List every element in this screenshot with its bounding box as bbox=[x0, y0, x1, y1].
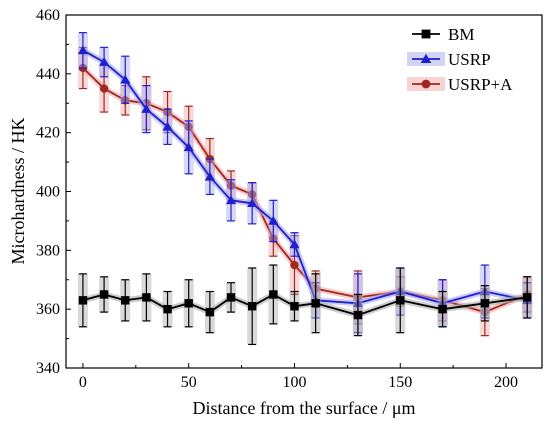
data-point bbox=[120, 74, 131, 84]
data-point bbox=[205, 307, 215, 317]
data-point bbox=[247, 302, 257, 311]
x-tick-label: 200 bbox=[494, 374, 518, 391]
data-point bbox=[183, 142, 194, 152]
legend-marker bbox=[421, 29, 431, 39]
legend-item-usrp-a: USRP+A bbox=[407, 75, 513, 94]
x-axis-label: Distance from the surface / μm bbox=[192, 398, 415, 418]
data-point bbox=[77, 45, 88, 55]
legend: BM USRP USRP+A bbox=[407, 25, 513, 94]
data-point bbox=[311, 299, 320, 308]
data-point bbox=[396, 296, 405, 305]
data-point bbox=[438, 304, 447, 314]
data-point bbox=[290, 260, 299, 270]
data-point bbox=[225, 195, 237, 205]
data-point bbox=[121, 296, 130, 305]
data-point bbox=[290, 302, 299, 311]
y-tick-label: 440 bbox=[36, 66, 60, 83]
data-point bbox=[141, 104, 152, 113]
y-tick-label: 360 bbox=[36, 301, 60, 318]
data-point bbox=[269, 290, 278, 299]
y-tick-label: 380 bbox=[36, 242, 60, 259]
data-point bbox=[289, 239, 300, 249]
axes-layer: 340 360 380 400 420 440 460 0 50 100 150 200 bbox=[36, 7, 518, 391]
data-point bbox=[99, 57, 110, 66]
x-tick-label: 100 bbox=[282, 374, 306, 391]
data-point bbox=[247, 198, 258, 208]
y-tick-label: 420 bbox=[36, 125, 60, 142]
legend-label: USRP+A bbox=[448, 75, 513, 94]
y-tick-label: 340 bbox=[36, 360, 60, 377]
data-point bbox=[78, 296, 88, 305]
series-bm bbox=[77, 264, 533, 346]
legend-label: BM bbox=[448, 25, 474, 44]
data-point bbox=[226, 293, 236, 302]
data-point bbox=[353, 310, 363, 320]
data-point bbox=[204, 171, 215, 181]
data-point bbox=[480, 299, 490, 308]
data-point bbox=[268, 215, 279, 225]
y-tick-label: 400 bbox=[36, 184, 60, 201]
data-point bbox=[142, 293, 151, 302]
data-point bbox=[522, 293, 532, 302]
y-axis-label: Microhardness / HK bbox=[8, 118, 28, 265]
legend-label: USRP bbox=[448, 50, 491, 69]
data-point bbox=[162, 121, 173, 131]
data-point bbox=[184, 299, 193, 308]
y-tick-label: 460 bbox=[36, 7, 60, 24]
legend-item-usrp: USRP bbox=[407, 50, 491, 69]
legend-marker bbox=[420, 53, 432, 63]
data-point bbox=[163, 304, 172, 314]
data-point bbox=[99, 290, 109, 299]
legend-marker bbox=[421, 79, 431, 89]
x-tick-label: 50 bbox=[181, 374, 197, 391]
data-point bbox=[99, 84, 109, 93]
x-tick-label: 0 bbox=[79, 374, 87, 391]
legend-item-bm: BM bbox=[412, 25, 474, 44]
series-layer bbox=[77, 32, 533, 346]
x-tick-label: 150 bbox=[388, 374, 412, 391]
